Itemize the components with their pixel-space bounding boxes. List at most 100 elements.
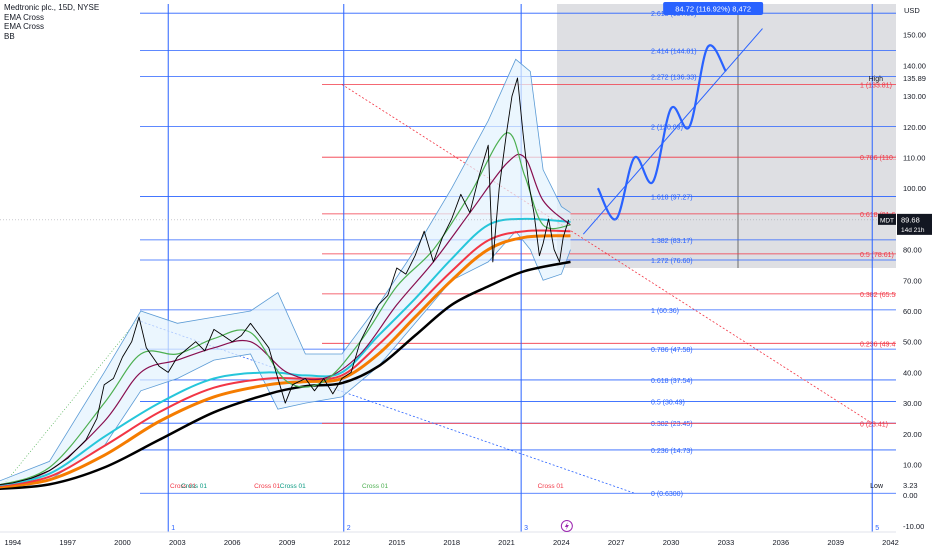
legend-indicator-ema-cross-2[interactable]: EMA Cross [4, 22, 45, 31]
x-tick-2009: 2009 [279, 538, 296, 547]
price-axis-bg [896, 0, 932, 550]
y-tick-2: 10.00 [903, 460, 922, 469]
fib-ext-label-1: 2.414 (144.81) [651, 49, 697, 56]
x-tick-2033: 2033 [718, 538, 735, 547]
projection-shaded-zone [557, 4, 896, 268]
x-tick-2036: 2036 [772, 538, 789, 547]
y-tick-14: 130.00 [903, 92, 926, 101]
fib-ext-label-11: 0.382 (23.45) [651, 421, 693, 428]
y-tick-15: 140.00 [903, 61, 926, 70]
y-tick-7: 60.00 [903, 307, 922, 316]
legend-indicator-bb[interactable]: BB [4, 31, 15, 41]
moving-averages [0, 132, 571, 490]
x-tick-2024: 2024 [553, 538, 570, 547]
x-tick-2015: 2015 [388, 538, 405, 547]
fib-ext-label-7: 1 (60.36) [651, 308, 679, 315]
symbol-badge-text: MDT [880, 217, 894, 224]
measure-badge [663, 2, 764, 15]
y-tick-12: 110.00 [903, 153, 925, 162]
fib-ext-label-13: 0 (0.6300) [651, 491, 683, 498]
fib-ret-label-5: 0.236 (49.47 [860, 341, 899, 348]
x-tick-2000: 2000 [114, 538, 131, 547]
x-tick-2027: 2027 [608, 538, 625, 547]
y-tick-0: -10.00 [903, 522, 924, 531]
x-tick-1994: 1994 [4, 538, 21, 547]
cycle-label-2: 2 [347, 525, 351, 532]
y-tick-1: 0.00 [903, 491, 918, 500]
cross-label-5: Cross 01 [538, 483, 564, 490]
x-tick-2003: 2003 [169, 538, 186, 547]
currency-label: USD [904, 6, 920, 15]
low-value: 3.23 [903, 481, 918, 490]
fib-ret-label-1: 0.786 (110.1 [860, 155, 899, 162]
price-line [0, 77, 570, 486]
cycle-label-5: 5 [875, 525, 879, 532]
fib-ret-label-6: 0 (23.41) [860, 421, 888, 428]
high-value: 135.89 [903, 74, 926, 83]
y-tick-13: 120.00 [903, 123, 926, 132]
y-tick-11: 100.00 [903, 184, 926, 193]
fib-ext-label-4: 1.618 (97.27) [651, 195, 693, 202]
chart-legend: Medtronic plc., 15D, NYSE EMA Cross EMA … [4, 3, 99, 41]
cross-label-3: Cross 01 [280, 483, 306, 490]
fib-ext-label-9: 0.618 (37.54) [651, 378, 693, 385]
cross-label-0: Cross 01 [170, 483, 196, 490]
ma-line-0 [0, 260, 571, 490]
y-tick-8: 70.00 [903, 276, 922, 285]
x-tick-2018: 2018 [443, 538, 460, 547]
fib-ext-label-12: 0.236 (14.73) [651, 448, 693, 455]
y-tick-6: 50.00 [903, 338, 922, 347]
x-tick-2039: 2039 [827, 538, 844, 547]
trendline-red [341, 84, 873, 424]
cycle-label-3: 3 [524, 525, 528, 532]
price-badge-countdown: 14d 21h [901, 227, 925, 234]
y-tick-9: 80.00 [903, 246, 922, 255]
price-badge-value: 89.68 [901, 215, 920, 224]
projection-drawing: 84.72 (116.92%) 8,472 [582, 2, 764, 235]
fib-ext-label-5: 1.382 (83.17) [651, 238, 693, 245]
low-label: Low [870, 483, 884, 490]
trendlines [0, 84, 873, 494]
fib-ret-label-4: 0.382 (65.58 [860, 292, 899, 299]
ma-line-5 [0, 132, 571, 486]
x-tick-1997: 1997 [59, 538, 76, 547]
ma-line-3 [0, 217, 571, 487]
high-label: High [869, 76, 884, 83]
fib-ext-label-10: 0.5 (30.49) [651, 400, 685, 407]
legend-symbol[interactable]: Medtronic plc., 15D, NYSE [4, 3, 100, 12]
trendline-green [0, 319, 138, 490]
bb-fill [0, 59, 571, 489]
lightning-glyph [564, 522, 569, 530]
y-tick-5: 40.00 [903, 368, 922, 377]
x-tick-2021: 2021 [498, 538, 515, 547]
fib-ret-label-0: 1 (133.81) [860, 82, 892, 89]
y-tick-16: 150.00 [903, 31, 926, 40]
symbol-badge [878, 213, 896, 225]
projection-wave [596, 44, 727, 221]
cross-label-2: Cross 01 [254, 483, 280, 490]
x-tick-2006: 2006 [224, 538, 241, 547]
time-axis-bg [0, 532, 932, 550]
x-tick-2042: 2042 [882, 538, 899, 547]
cross-label-4: Cross 01 [362, 483, 388, 490]
projection-target-line [582, 28, 763, 235]
fib-ext-label-2: 2.272 (136.33) [651, 75, 697, 82]
y-tick-3: 20.00 [903, 430, 922, 439]
measure-label: 84.72 (116.92%) 8,472 [675, 5, 751, 14]
fib-ext-label-6: 1.272 (76.60) [651, 258, 693, 265]
x-tick-2012: 2012 [334, 538, 351, 547]
legend-indicator-ema-cross-1[interactable]: EMA Cross [4, 12, 45, 22]
bb-lower-line [0, 230, 571, 489]
price-axis[interactable]: USD -10.00 0.00 10.00 20.00 30.00 40.00 50.00 60… [896, 0, 932, 550]
fib-ret-label-3: 0.5 (78.61) [860, 252, 894, 259]
axis-markers: High 135.89 Low 3.23 MDT 89.68 14d 21h [0, 74, 932, 490]
cross-label-1: Cross 01 [181, 483, 207, 490]
price-series [0, 77, 570, 486]
fib-ext-label-8: 0.786 (47.58) [651, 347, 693, 354]
fib-ext-label-3: 2 (120.09) [651, 125, 683, 132]
price-badge [897, 213, 932, 235]
y-tick-4: 30.00 [903, 399, 922, 408]
time-axis[interactable]: 1994 1997 2000 2003 2006 2009 2012 2015 2018 2021… [0, 520, 932, 550]
